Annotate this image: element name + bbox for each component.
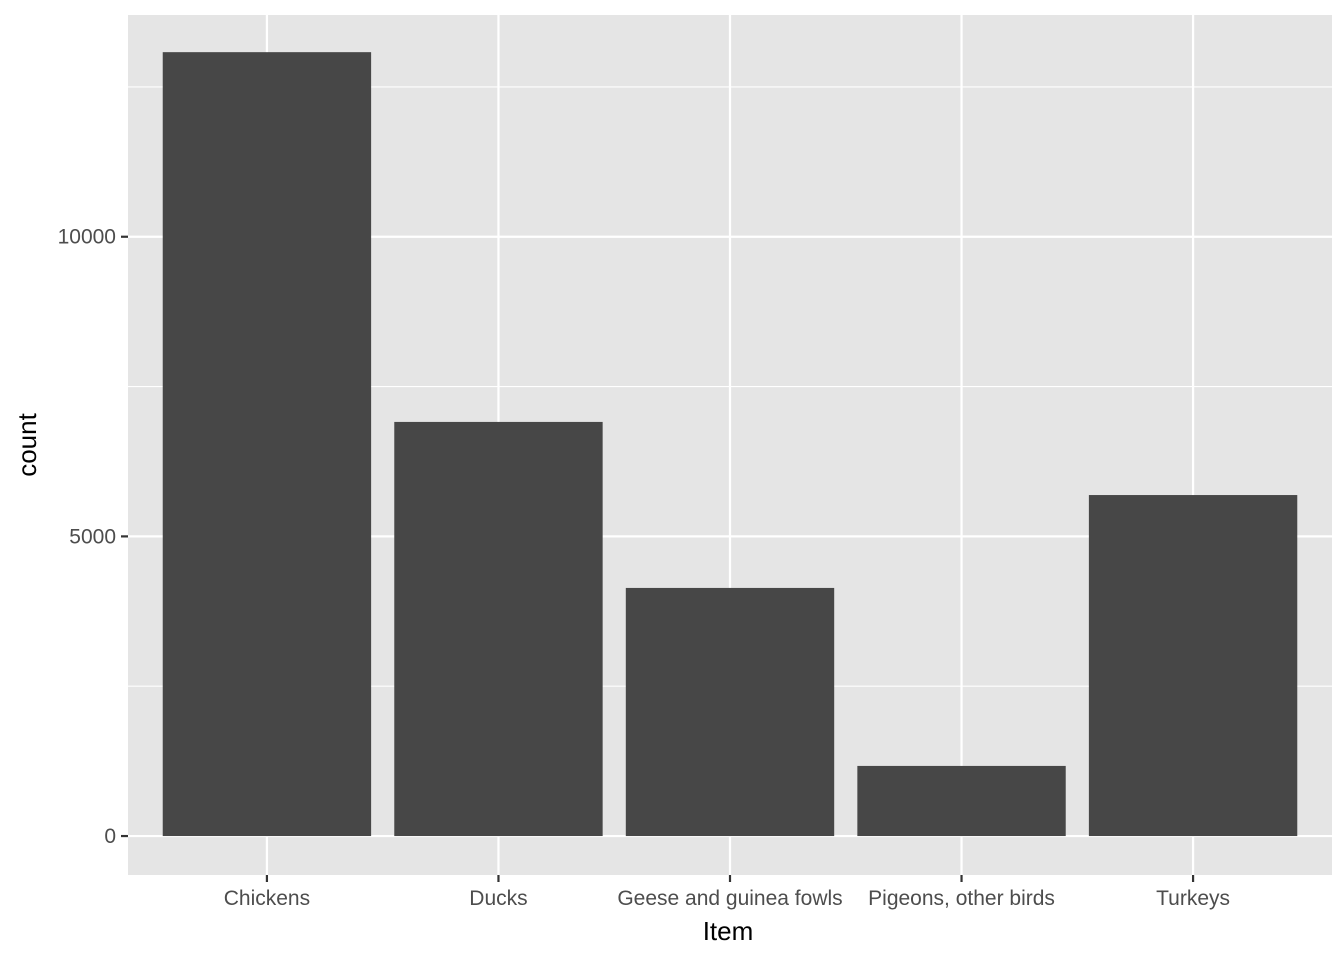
bar-2 [394, 421, 603, 837]
x-axis-title: Item [703, 916, 754, 946]
y-tick-label: 10000 [58, 226, 116, 249]
y-tick-label: 0 [104, 825, 116, 848]
bar-1 [162, 52, 372, 837]
x-tick-label: Pigeons, other birds [868, 887, 1055, 910]
x-tick-label: Turkeys [1156, 887, 1230, 910]
x-tick-label: Geese and guinea fowls [617, 887, 842, 910]
bars [162, 52, 1298, 837]
x-tick-label: Ducks [469, 887, 527, 910]
axes: 0 5000 10000 Chickens Ducks Geese and guinea … [58, 226, 1230, 910]
bar-5 [1088, 495, 1298, 837]
y-tick-label: 5000 [69, 525, 116, 548]
y-axis-title: count [12, 412, 42, 476]
bar-3 [625, 587, 835, 837]
x-tick-label: Chickens [224, 887, 310, 910]
bar-4 [857, 765, 1066, 837]
